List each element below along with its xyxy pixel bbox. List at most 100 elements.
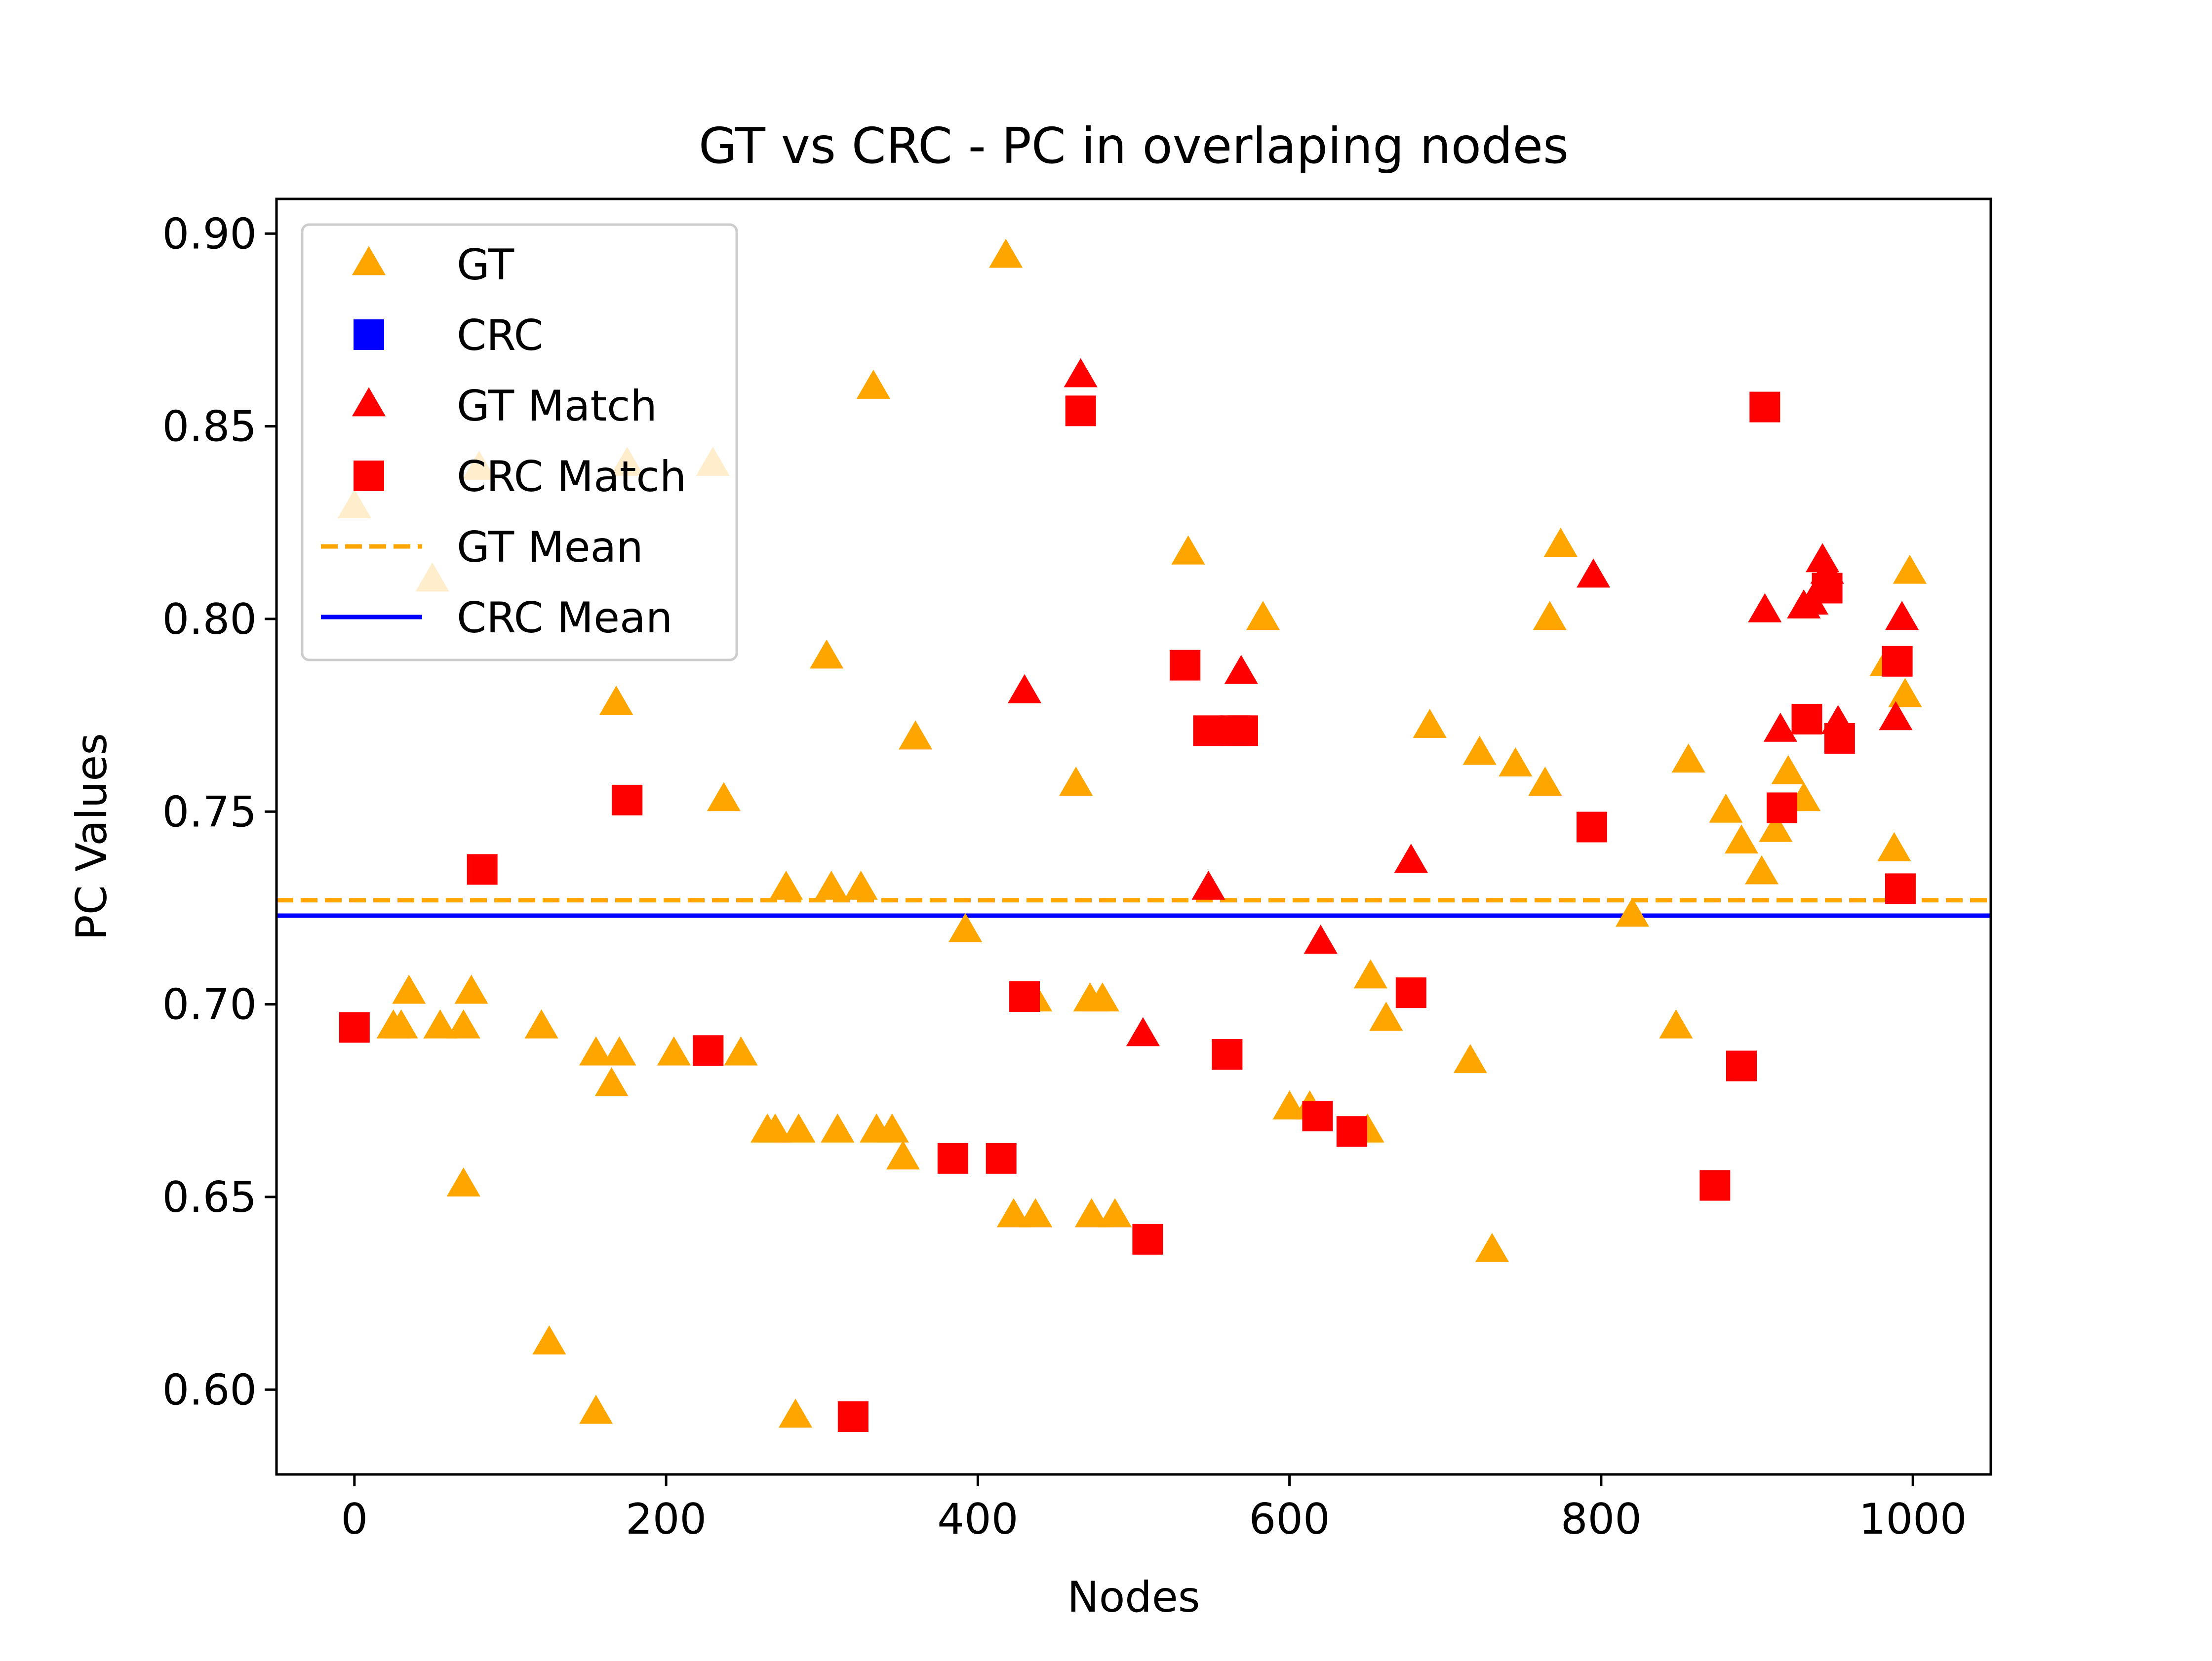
gt-point [579,1394,613,1424]
crc-match-point [1009,981,1040,1012]
x-tick-label: 1000 [1859,1495,1967,1544]
gt-point [1019,1198,1053,1228]
crc-match-point [1885,873,1916,904]
legend-gt-marker [352,246,386,275]
gt-point [1246,601,1280,630]
x-tick-label: 200 [626,1495,707,1544]
y-tick-label: 0.70 [162,980,257,1030]
gt-point [1453,1044,1487,1074]
gt-match-point [1224,655,1258,684]
gt-point [1877,832,1911,861]
gt-match-point [1794,585,1829,615]
legend-crc-marker [354,319,384,350]
legend-gt-mean-label: GT Mean [457,523,643,572]
axis-ticks: 0 200 400 600 800 1000 0.60 0.65 0.70 0.75 0.80 0.8… [162,209,1967,1544]
gt-point [1353,959,1387,989]
gt-point [724,1036,758,1066]
gt-point [579,1036,613,1066]
gt-point [782,1113,816,1143]
y-tick-label: 0.80 [162,595,257,644]
y-axis-label: PC Values [67,733,117,940]
chart-title: GT vs CRC - PC in overlaping nodes [699,117,1569,175]
x-axis-label: Nodes [1067,1573,1200,1622]
crc-match-point [693,1035,724,1066]
legend-crc-label: CRC [457,311,544,360]
gt-point [1499,747,1533,776]
crc-match-point [612,784,643,815]
crc-match-point [1065,395,1096,426]
gt-point [1074,1198,1108,1228]
crc-match-point [1227,715,1258,746]
gt-point [599,686,633,715]
gt-point [1615,897,1650,927]
legend: GT CRC GT Match CRC Match GT Mean CRC Mean [301,223,738,661]
crc-match-point [1726,1050,1757,1082]
gt-match-point [1879,701,1913,731]
gt-point [446,1009,480,1039]
gt-point [875,1113,909,1143]
legend-gt-label: GT [457,240,514,290]
gt-match-point [1885,601,1919,630]
gt-match-point [1748,593,1782,622]
crc-match-point [1132,1224,1163,1255]
gt-point [1171,535,1205,565]
legend-gt-match-label: GT Match [457,382,657,431]
legend-crc-match-marker [354,461,384,491]
gt-point [423,1009,457,1039]
crc-match-point [339,1012,370,1043]
y-tick-label: 0.75 [162,787,257,837]
crc-match-point [1193,715,1224,746]
gt-point [1059,767,1093,796]
crc-match-point [1336,1116,1367,1147]
x-tick-label: 0 [341,1495,368,1544]
crc-match-point [1749,391,1780,423]
gt-point [594,1067,629,1096]
gt-point [1462,735,1497,765]
gt-point [1369,1002,1403,1031]
y-tick-label: 0.85 [162,402,257,452]
plot-area-frame [275,197,1992,1476]
crc-match-point [1767,792,1798,823]
gt-point [821,1113,855,1143]
gt-point [657,1036,691,1066]
legend-crc-match-label: CRC Match [457,452,686,502]
gt-point [769,870,803,900]
gt-point [814,870,848,900]
gt-point [524,1009,558,1039]
gt-point [856,370,890,399]
gt-point [1709,793,1743,823]
crc-match-point [467,854,498,885]
gt-match-point [1126,1017,1160,1046]
legend-gt-match-marker [352,387,386,417]
crc-match-point [1791,703,1822,734]
gt-point [810,639,844,669]
gt-match-point [1191,870,1225,900]
crc-match-point [937,1143,968,1174]
gt-point [1543,528,1578,557]
crc-match-point [1212,1039,1243,1070]
x-tick-label: 400 [937,1495,1018,1544]
gt-point [996,1198,1031,1228]
crc-match-point [1302,1100,1333,1131]
y-tick-label: 0.90 [162,209,257,259]
x-tick-label: 600 [1249,1495,1330,1544]
gt-point [1475,1233,1509,1262]
gt-point [1085,982,1119,1012]
crc-match-point [1576,811,1607,843]
gt-match-point [1007,674,1042,703]
gt-point [384,1009,418,1039]
gt-point [758,1113,792,1143]
crc-match-point [1824,723,1855,754]
crc-match-point [837,1401,869,1432]
gt-point [1888,678,1922,707]
legend-crc-mean-label: CRC Mean [457,593,672,643]
gt-point [446,1167,480,1197]
gt-point [707,782,741,811]
gt-match-point [1064,358,1098,387]
gt-point [1098,1198,1132,1228]
gt-match-point [1394,844,1428,873]
gt-point [454,974,488,1004]
gt-point [1533,601,1567,630]
